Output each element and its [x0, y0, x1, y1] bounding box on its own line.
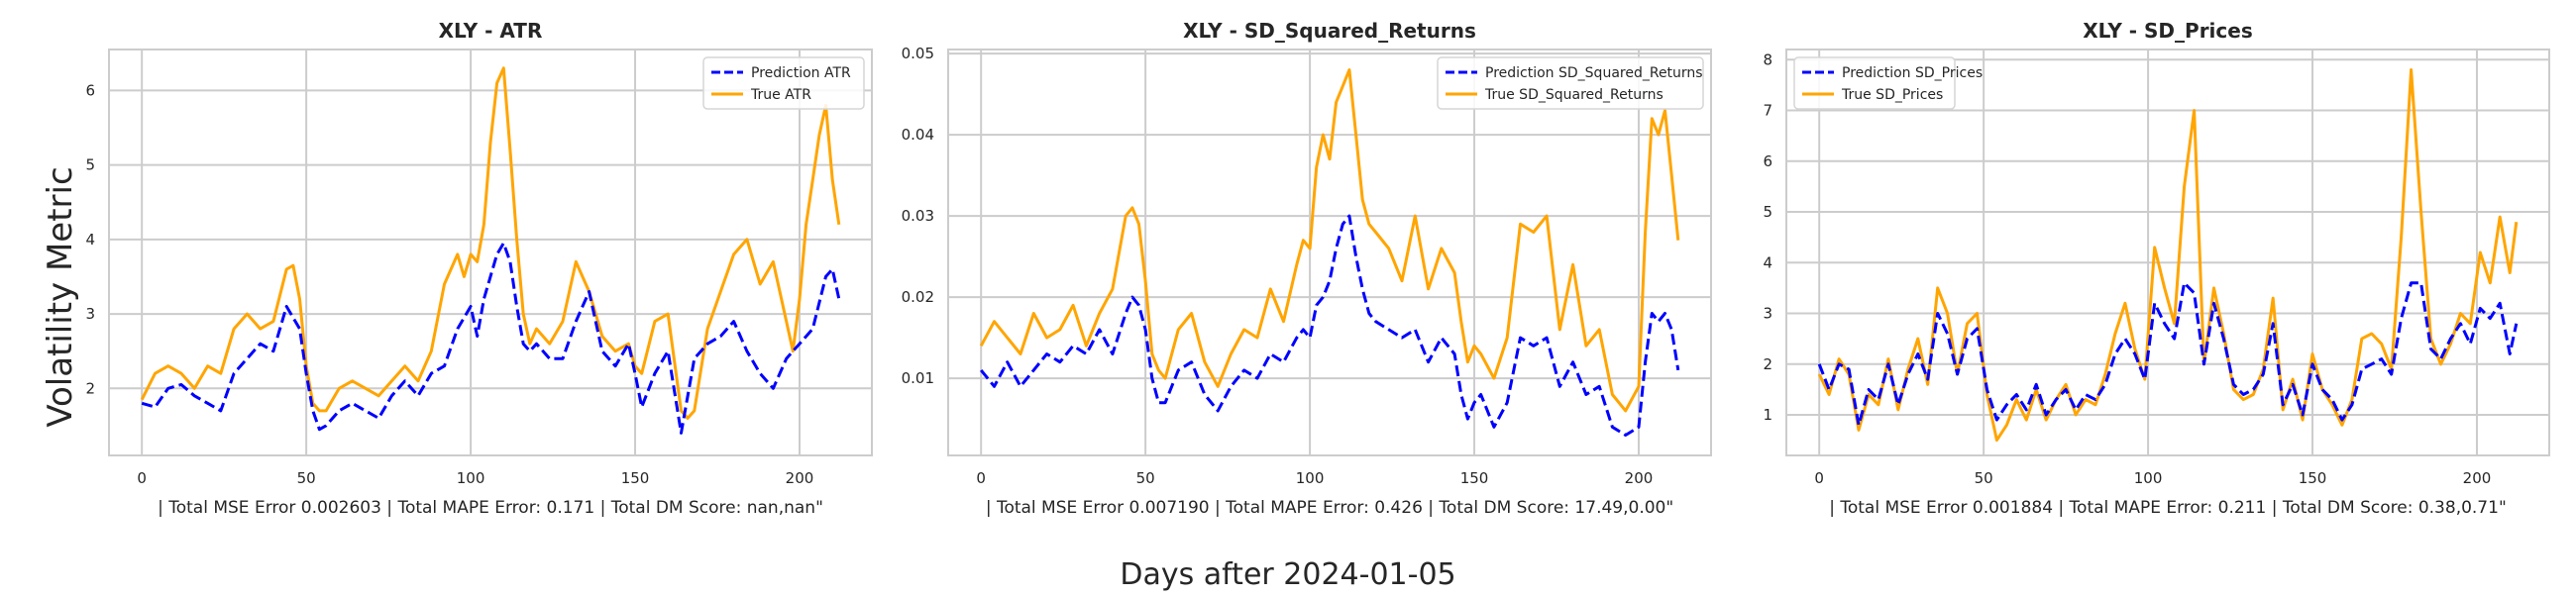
y-tick-label: 3: [85, 305, 95, 323]
x-tick-label: 100: [457, 469, 485, 487]
plot-frame: [108, 49, 873, 456]
chart-footer-stats: | Total MSE Error 0.007190 | Total MAPE …: [986, 498, 1673, 518]
x-tick-label: 150: [621, 469, 650, 487]
y-tick-label: 8: [1763, 50, 1772, 68]
legend-label: Prediction SD_Squared_Returns: [1485, 65, 1703, 81]
chart-title: XLY - ATR: [439, 19, 543, 43]
legend-box: [702, 56, 865, 110]
true-series-line: [979, 68, 1680, 413]
legend: Prediction SD_Squared_Returns True SD_Squ…: [1437, 56, 1704, 110]
legend-label: True SD_Squared_Returns: [1484, 87, 1664, 103]
figure-ylabel: Volatility Metric: [41, 166, 80, 427]
prediction-series-line: [980, 214, 1680, 437]
x-tick-label: 0: [1814, 469, 1824, 487]
prediction-series-line: [1817, 281, 2519, 427]
y-tick-label: 1: [1763, 406, 1772, 424]
y-tick-label: 6: [85, 81, 95, 99]
y-tick-label: 6: [1763, 152, 1772, 170]
chart-panel-1: 0 50 100 150 200 2 3 4 5 6 XLY - ATR Prediction ATR…: [85, 19, 873, 518]
plot-area: [1786, 50, 2549, 455]
legend-label: True ATR: [750, 87, 811, 103]
plot-area: [948, 50, 1711, 455]
x-tick-label: 50: [1975, 469, 1993, 487]
y-tick-label: 0.04: [902, 126, 934, 144]
chart-footer-stats: | Total MSE Error 0.002603 | Total MAPE …: [158, 498, 823, 518]
legend-label: Prediction SD_Prices: [1842, 65, 1983, 81]
x-tick-label: 150: [2299, 469, 2327, 487]
legend-label: Prediction ATR: [751, 65, 851, 81]
x-tick-label: 100: [1296, 469, 1325, 487]
true-series-line: [1817, 68, 2519, 443]
y-tick-label: 0.03: [902, 207, 934, 225]
prediction-series-line: [141, 242, 841, 435]
chart-panel-3: 0 50 100 150 200 1 2 3 4 5 6 7 8 XLY - SD_Prices Predi…: [1763, 19, 2550, 518]
x-tick-label: 200: [2463, 469, 2492, 487]
figure-xlabel: Days after 2024-01-05: [1120, 557, 1455, 592]
legend-box: [1793, 56, 1956, 110]
chart-footer-stats: | Total MSE Error 0.001884 | Total MAPE …: [1829, 498, 2507, 518]
y-tick-label: 4: [85, 231, 95, 249]
x-tick-label: 200: [786, 469, 814, 487]
x-tick-label: 0: [137, 469, 147, 487]
plot-frame: [947, 49, 1712, 456]
x-tick-label: 200: [1625, 469, 1654, 487]
y-tick-label: 4: [1763, 253, 1772, 271]
y-tick-label: 0.05: [902, 45, 934, 62]
y-tick-label: 3: [1763, 305, 1772, 323]
y-tick-label: 5: [85, 156, 95, 174]
y-tick-label: 0.02: [902, 288, 934, 306]
chart-title: XLY - SD_Squared_Returns: [1183, 19, 1476, 43]
y-tick-label: 7: [1763, 102, 1772, 120]
x-tick-label: 150: [1460, 469, 1489, 487]
legend-box: [1437, 56, 1704, 110]
x-tick-label: 0: [976, 469, 986, 487]
chart-title: XLY - SD_Prices: [2083, 19, 2252, 43]
y-tick-label: 0.01: [902, 369, 934, 387]
plot-area: [109, 50, 872, 455]
chart-panel-2: 0 50 100 150 200 0.01 0.02 0.03 0.04 0.05 XLY - SD…: [902, 19, 1712, 518]
x-tick-label: 50: [1136, 469, 1155, 487]
plot-frame: [1785, 49, 2550, 456]
legend: Prediction SD_Prices True SD_Prices: [1793, 56, 1983, 110]
y-tick-label: 2: [85, 379, 95, 397]
y-tick-label: 5: [1763, 203, 1772, 221]
legend-label: True SD_Prices: [1841, 87, 1943, 103]
x-tick-label: 100: [2134, 469, 2163, 487]
legend: Prediction ATR True ATR: [702, 56, 865, 110]
x-tick-label: 50: [297, 469, 316, 487]
true-series-line: [140, 66, 841, 420]
y-tick-label: 2: [1763, 355, 1772, 373]
